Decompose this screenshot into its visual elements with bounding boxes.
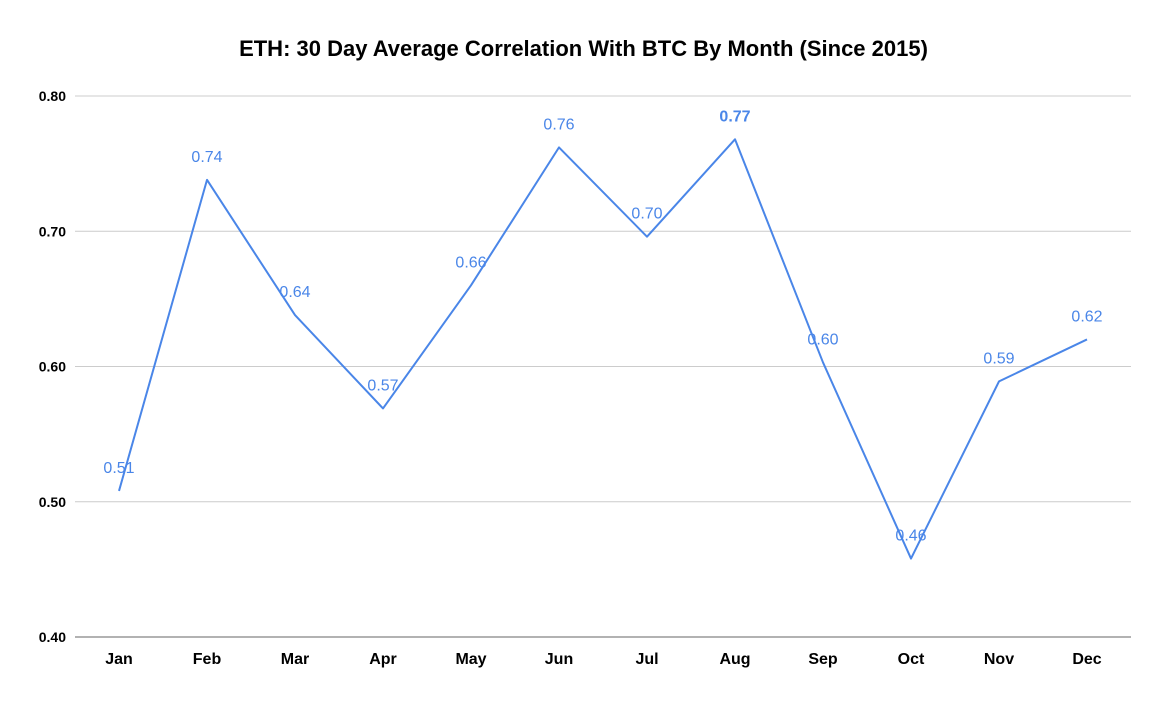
data-label: 0.74 (191, 149, 222, 166)
x-tick-label: Dec (1072, 651, 1101, 668)
data-label: 0.62 (1071, 308, 1102, 325)
series-line (118, 138, 1088, 560)
x-tick-label: Jan (105, 651, 133, 668)
data-label: 0.70 (631, 206, 662, 223)
x-tick-label: Oct (898, 651, 925, 668)
x-tick-label: Sep (808, 651, 838, 668)
data-label: 0.51 (103, 460, 134, 477)
x-tick-label: May (455, 651, 486, 668)
x-tick-label: Apr (369, 651, 397, 668)
x-tick-label: Feb (193, 651, 222, 668)
data-label: 0.77 (719, 108, 750, 125)
y-tick-label: 0.80 (39, 88, 66, 104)
x-tick-label: Aug (719, 651, 750, 668)
data-label: 0.60 (807, 331, 838, 348)
x-tick-label: Mar (281, 651, 309, 668)
data-label: 0.57 (367, 377, 398, 394)
x-tick-label: Jun (545, 651, 573, 668)
data-label: 0.59 (983, 350, 1014, 367)
data-label: 0.64 (279, 284, 310, 301)
y-tick-label: 0.70 (39, 223, 66, 239)
data-label: 0.76 (543, 116, 574, 133)
y-tick-label: 0.60 (39, 359, 66, 375)
x-tick-label: Jul (635, 651, 658, 668)
y-tick-label: 0.50 (39, 494, 66, 510)
chart-title: ETH: 30 Day Average Correlation With BTC… (239, 36, 928, 61)
data-label: 0.46 (895, 528, 926, 545)
x-tick-label: Nov (984, 651, 1014, 668)
data-label: 0.66 (455, 254, 486, 271)
y-tick-label: 0.40 (39, 629, 66, 645)
